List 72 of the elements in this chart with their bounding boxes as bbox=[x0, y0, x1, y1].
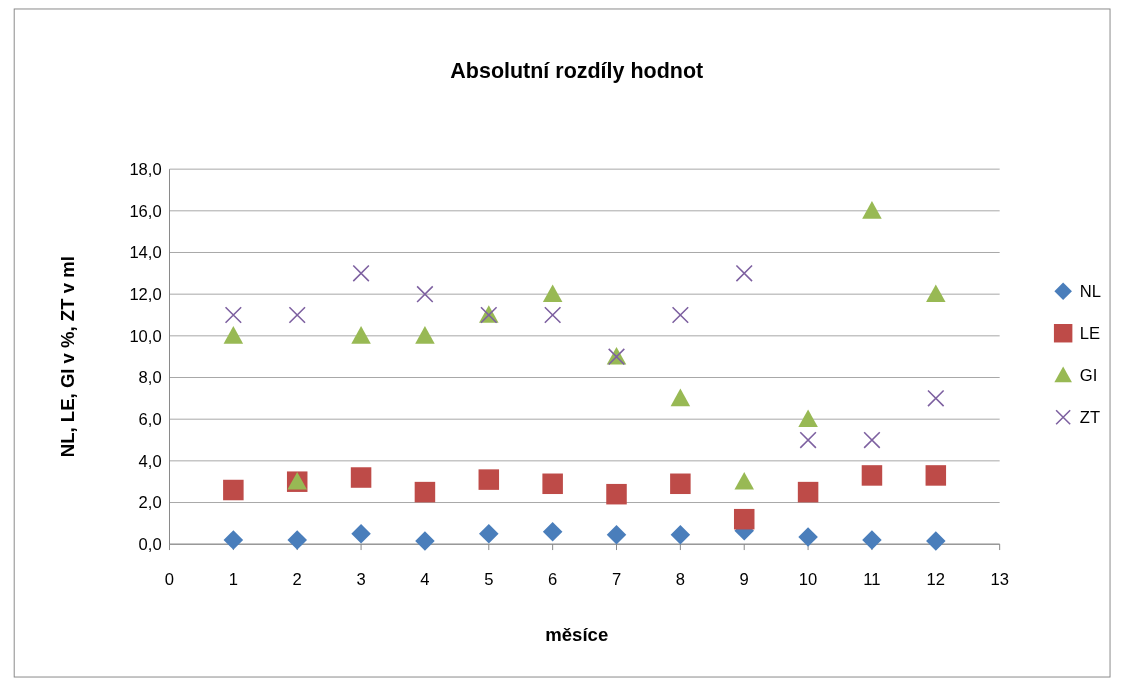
legend-label: ZT bbox=[1079, 408, 1101, 428]
point bbox=[670, 388, 691, 407]
y-tick-label: 8,0 bbox=[138, 368, 162, 388]
point bbox=[542, 473, 563, 495]
point bbox=[862, 530, 882, 550]
point bbox=[415, 326, 435, 344]
point bbox=[287, 530, 307, 550]
point bbox=[862, 201, 882, 219]
y-tick-label: 16,0 bbox=[129, 201, 162, 221]
y-axis-title: NL, LE, GI v %, ZT v ml bbox=[56, 256, 78, 458]
point bbox=[606, 483, 627, 505]
point bbox=[416, 285, 434, 303]
point bbox=[414, 481, 436, 503]
x-tick-label: 12 bbox=[926, 570, 946, 590]
point bbox=[798, 409, 818, 427]
x-tick-label: 5 bbox=[484, 570, 494, 590]
point bbox=[733, 508, 755, 530]
point bbox=[544, 306, 562, 324]
point bbox=[797, 481, 819, 503]
point bbox=[735, 264, 753, 282]
point bbox=[863, 431, 881, 449]
point bbox=[798, 527, 818, 547]
x-tick-label: 1 bbox=[228, 570, 238, 590]
x-tick-label: 2 bbox=[292, 570, 302, 590]
x-tick-label: 0 bbox=[164, 570, 175, 590]
point bbox=[606, 525, 627, 545]
point bbox=[223, 530, 244, 550]
point bbox=[288, 306, 306, 324]
point bbox=[351, 524, 371, 544]
point bbox=[542, 284, 563, 302]
point bbox=[479, 524, 499, 544]
point bbox=[926, 531, 946, 551]
point bbox=[223, 326, 244, 344]
y-tick-label: 4,0 bbox=[138, 451, 162, 471]
point bbox=[542, 521, 563, 542]
x-tick-label: 6 bbox=[548, 570, 558, 590]
point bbox=[352, 264, 370, 282]
y-tick-label: 12,0 bbox=[129, 285, 162, 305]
x-tick-label: 11 bbox=[863, 570, 881, 590]
y-tick-label: 0,0 bbox=[138, 535, 162, 555]
point bbox=[670, 525, 691, 545]
point bbox=[926, 284, 946, 302]
chart-title: Absolutní rozdíly hodnot bbox=[450, 59, 704, 84]
point bbox=[799, 431, 817, 449]
point bbox=[223, 479, 244, 501]
x-tick-label: 3 bbox=[356, 570, 366, 590]
point bbox=[478, 469, 500, 490]
y-tick-label: 6,0 bbox=[138, 410, 162, 430]
point bbox=[927, 389, 945, 407]
legend-label: GI bbox=[1079, 366, 1098, 386]
point bbox=[925, 465, 947, 486]
y-tick-label: 2,0 bbox=[138, 493, 162, 513]
x-tick-label: 7 bbox=[611, 570, 622, 590]
x-tick-label: 9 bbox=[739, 570, 749, 590]
point bbox=[670, 473, 691, 495]
y-tick-label: 18,0 bbox=[129, 160, 162, 180]
x-tick-label: 13 bbox=[990, 570, 1009, 590]
x-axis-title: měsíce bbox=[545, 623, 609, 645]
point bbox=[350, 467, 372, 488]
point bbox=[861, 465, 883, 486]
point bbox=[734, 471, 754, 490]
x-tick-label: 4 bbox=[420, 570, 430, 590]
point bbox=[671, 306, 689, 324]
point bbox=[224, 306, 242, 324]
legend-label: NL bbox=[1079, 282, 1101, 302]
x-tick-label: 10 bbox=[798, 570, 818, 590]
y-tick-label: 14,0 bbox=[129, 243, 162, 263]
legend-label: LE bbox=[1079, 324, 1101, 344]
y-tick-label: 10,0 bbox=[129, 326, 162, 346]
point bbox=[351, 326, 371, 344]
point bbox=[415, 531, 435, 551]
x-tick-label: 8 bbox=[675, 570, 685, 590]
